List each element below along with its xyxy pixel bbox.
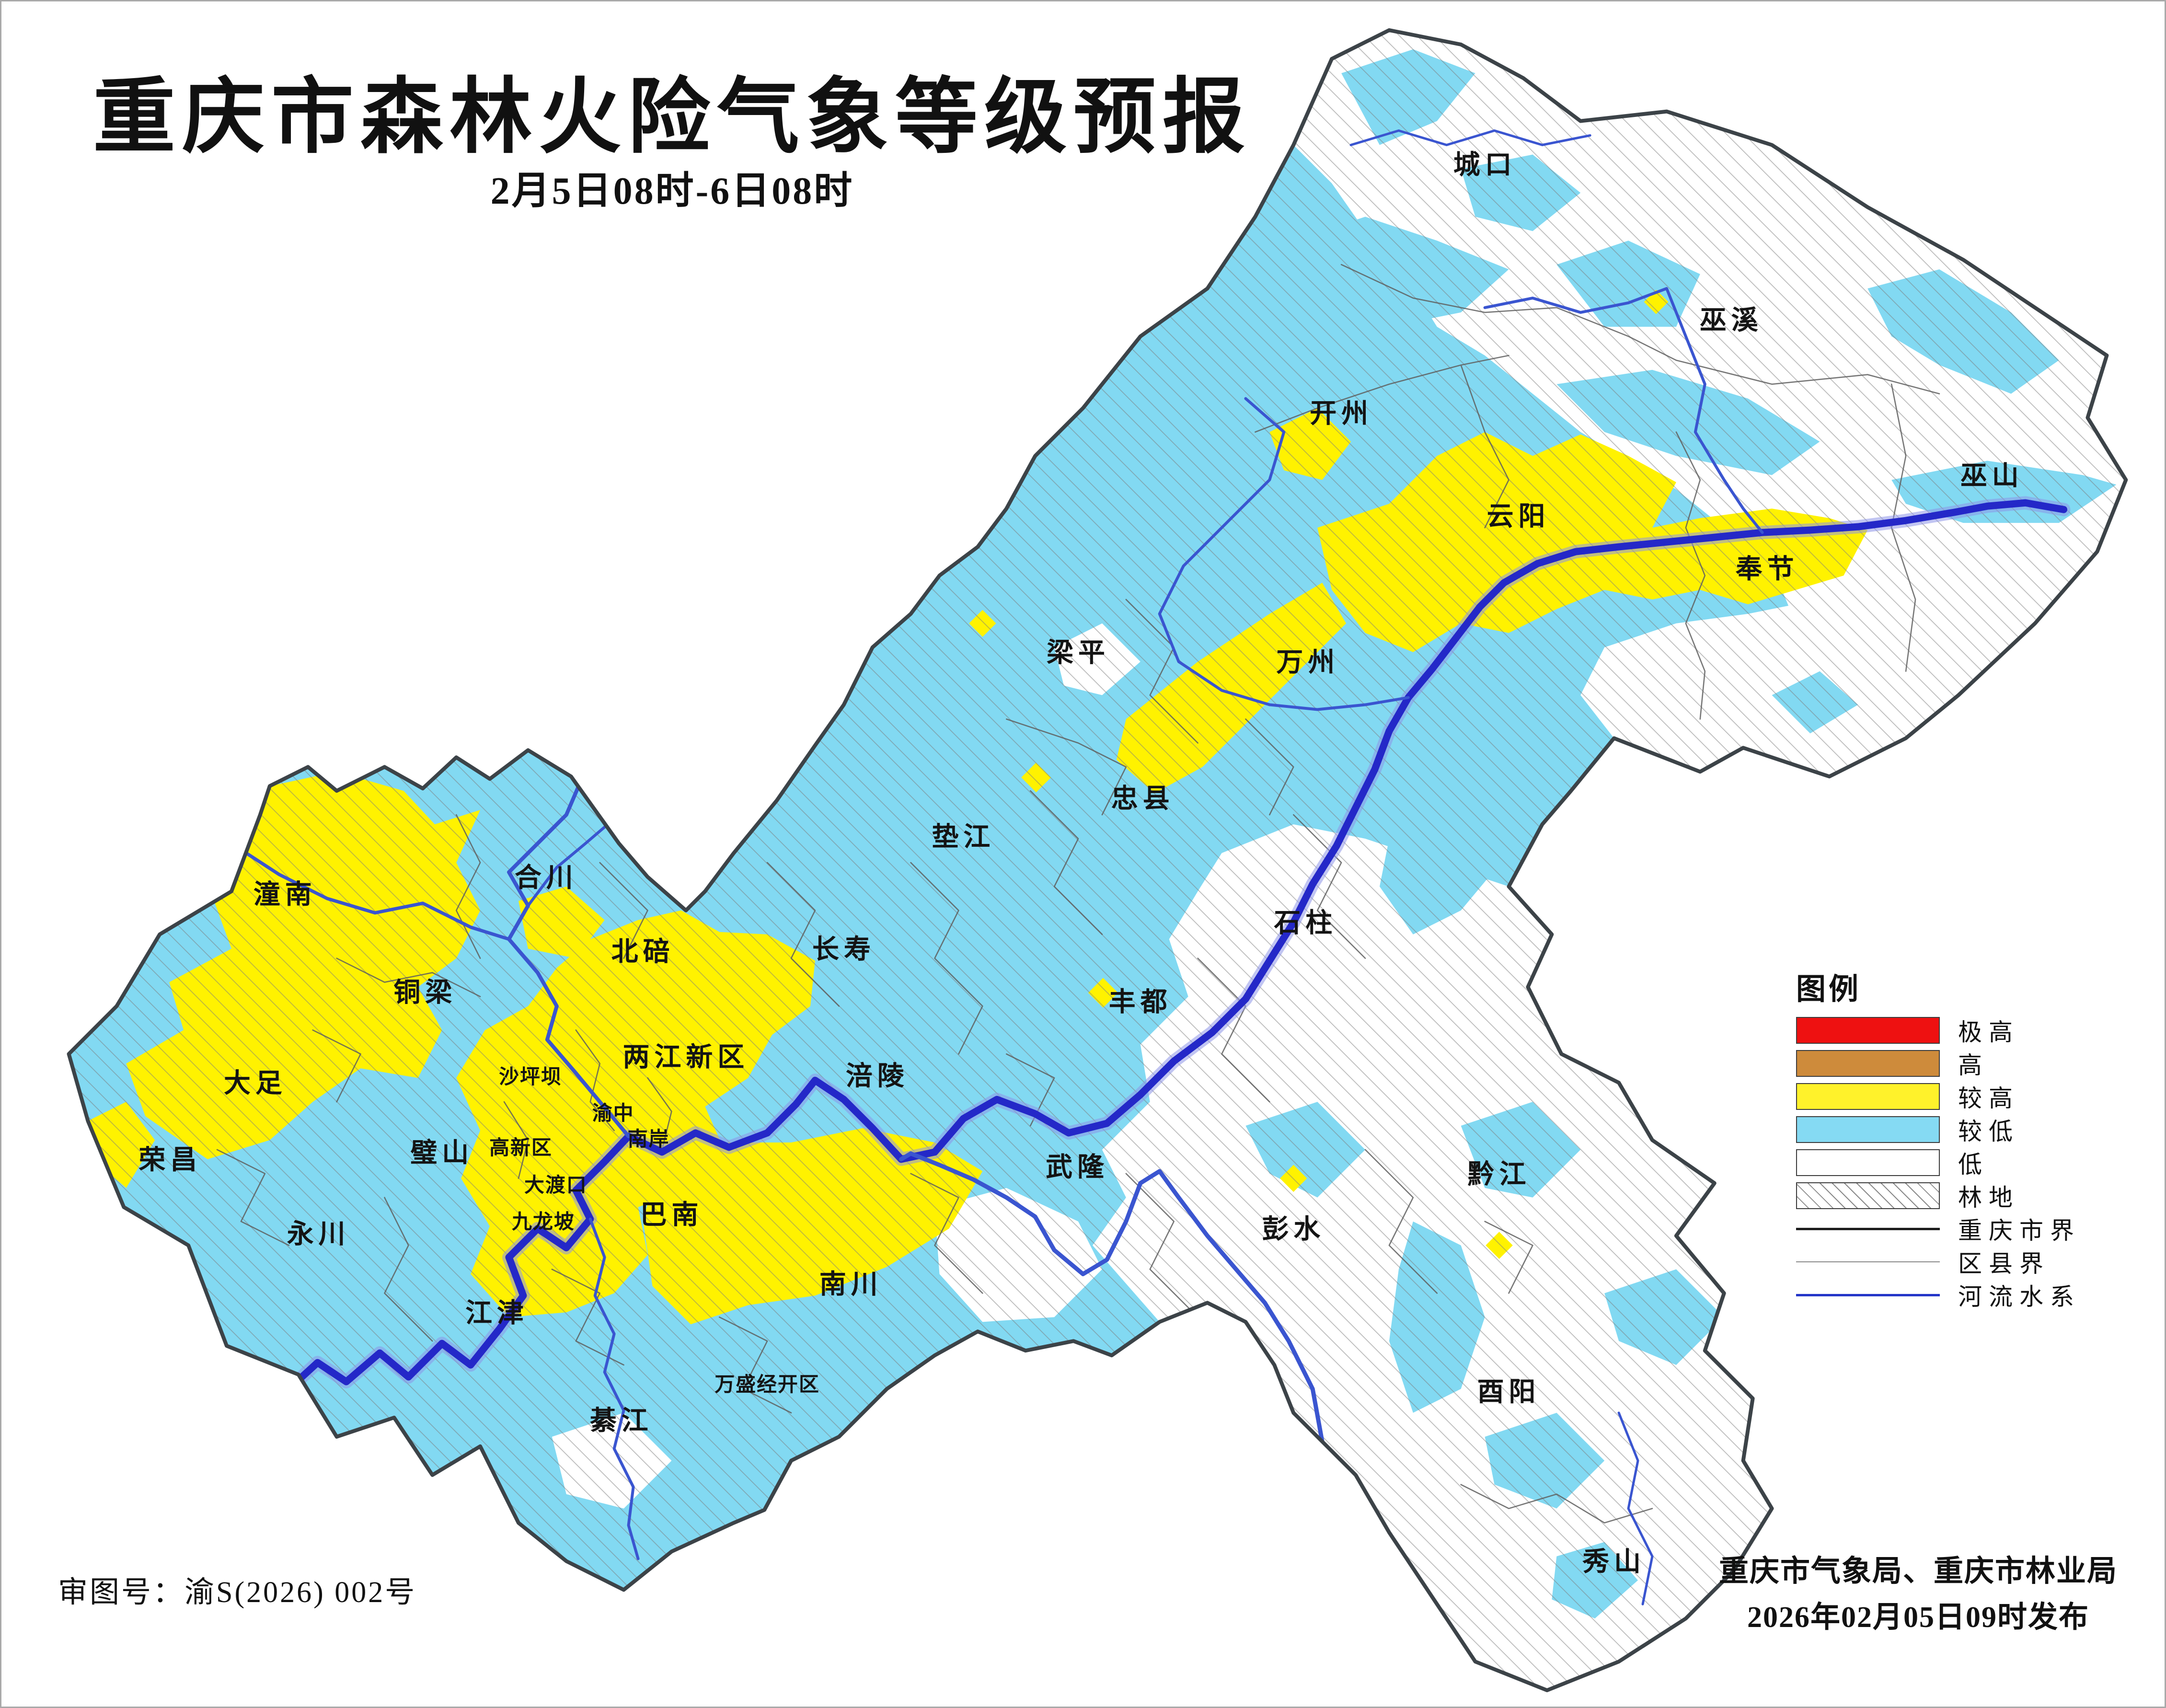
district-label: 南岸: [628, 1128, 670, 1151]
issuing-agency: 重庆市气象局、重庆市林业局: [1718, 1555, 2118, 1588]
legend-item-label: 林地: [1958, 1184, 2019, 1211]
legend-line-sample: [1796, 1248, 1940, 1275]
qijiang-river: [588, 1217, 640, 1560]
legend-color-swatch: [1796, 1116, 1940, 1143]
district-label: 黔江: [1468, 1160, 1531, 1189]
legend-item-label: 河流水系: [1958, 1283, 2081, 1310]
wujiang-river: [899, 1151, 1325, 1444]
district-label: 綦江: [590, 1406, 653, 1436]
district-label: 南川: [819, 1269, 883, 1299]
legend-item-label: 较低: [1958, 1118, 2019, 1145]
district-label: 合川: [515, 863, 578, 893]
legend-hatch-swatch: [1796, 1182, 1940, 1209]
legend-item-label: 高: [1958, 1052, 1989, 1079]
legend-item-label: 低: [1958, 1151, 1989, 1178]
legend-box: 图例 极高高较高较低低林地重庆市界区县界河流水系: [1796, 965, 2151, 1314]
legend-title: 图例: [1796, 973, 1862, 1006]
district-label: 梁平: [1047, 638, 1110, 668]
issuing-agency-block: 重庆市气象局、重庆市林业局 2026年02月05日09时发布: [1669, 1548, 2165, 1640]
legend-line-sample: [1796, 1281, 1940, 1308]
jialing-river: [507, 779, 631, 1138]
district-label: 永川: [287, 1220, 350, 1249]
legend-color-swatch: [1796, 1050, 1940, 1077]
daning-river: [1483, 287, 1764, 534]
legend-line-sample: [1796, 1215, 1940, 1242]
rivers: [230, 129, 2071, 1605]
district-label: 城口: [1453, 150, 1517, 180]
legend-rows: 极高高较高较低低林地重庆市界区县界河流水系: [1796, 1016, 2151, 1310]
map-approval-number: 审图号：渝S(2026) 002号: [58, 1576, 417, 1609]
legend-color-swatch: [1796, 1017, 1940, 1044]
district-label: 万州: [1276, 648, 1339, 678]
forest-hatch-overlay: [69, 30, 2126, 1691]
district-label: 秀山: [1582, 1547, 1646, 1577]
chengkou-river: [1349, 129, 1591, 146]
district-label: 高新区: [489, 1137, 553, 1159]
district-label: 巫溪: [1700, 306, 1763, 335]
legend-color-swatch: [1796, 1083, 1940, 1110]
district-label: 北碚: [611, 937, 675, 967]
district-label: 万盛经开区: [714, 1373, 820, 1396]
legend-line-item: 区县界: [1796, 1248, 2151, 1277]
district-label: 石柱: [1274, 909, 1337, 938]
district-label: 江津: [465, 1298, 529, 1328]
youshui-river: [1617, 1411, 1654, 1605]
legend-item-label: 重庆市界: [1958, 1217, 2081, 1244]
legend-color-swatch: [1796, 1149, 1940, 1176]
legend-line-item: 河流水系: [1796, 1281, 2151, 1310]
fujiang-river: [230, 842, 511, 941]
map-title: 重庆市森林火险气象等级预报: [93, 72, 1252, 163]
district-label: 丰都: [1109, 987, 1172, 1017]
legend-item: 较高: [1796, 1083, 2151, 1112]
district-label: 酉阳: [1477, 1377, 1541, 1407]
legend-line-item: 重庆市界: [1796, 1215, 2151, 1244]
legend-item: 极高: [1796, 1016, 2151, 1046]
legend-item: 低: [1796, 1149, 2151, 1178]
district-label: 忠县: [1111, 784, 1175, 814]
district-label: 沙坪坝: [499, 1066, 562, 1088]
district-label: 大渡口: [524, 1174, 588, 1197]
legend-item-label: 极高: [1958, 1019, 2019, 1046]
legend-item: 高: [1796, 1050, 2151, 1079]
district-label: 九龙坡: [512, 1211, 575, 1234]
district-label: 彭水: [1262, 1215, 1325, 1245]
district-label: 巫山: [1960, 461, 2024, 491]
district-label: 大足: [224, 1069, 287, 1098]
district-label: 云阳: [1487, 502, 1550, 531]
district-label: 长寿: [812, 935, 876, 965]
district-label: 巴南: [640, 1200, 703, 1230]
legend-item-label: 区县界: [1958, 1250, 2050, 1277]
district-label: 垫江: [932, 822, 995, 852]
legend-item: 林地: [1796, 1182, 2151, 1211]
district-label: 开州: [1310, 399, 1373, 429]
legend-item: 较低: [1796, 1116, 2151, 1145]
issue-time: 2026年02月05日09时发布: [1747, 1601, 2089, 1634]
district-label: 奉节: [1736, 554, 1799, 584]
district-label: 荣昌: [138, 1145, 202, 1175]
district-label: 璧山: [410, 1138, 473, 1168]
district-label: 武隆: [1046, 1153, 1109, 1182]
legend-item-label: 较高: [1958, 1085, 2019, 1112]
district-label: 潼南: [253, 880, 317, 910]
district-label: 涪陵: [846, 1062, 909, 1091]
district-label: 铜梁: [393, 978, 457, 1007]
district-label: 两江新区: [623, 1042, 749, 1072]
xiaojiang-river: [1158, 397, 1410, 711]
yangtze-river: [285, 499, 2068, 1393]
map-subtitle: 2月5日08时-6日08时: [490, 170, 854, 212]
district-label: 渝中: [592, 1102, 634, 1125]
